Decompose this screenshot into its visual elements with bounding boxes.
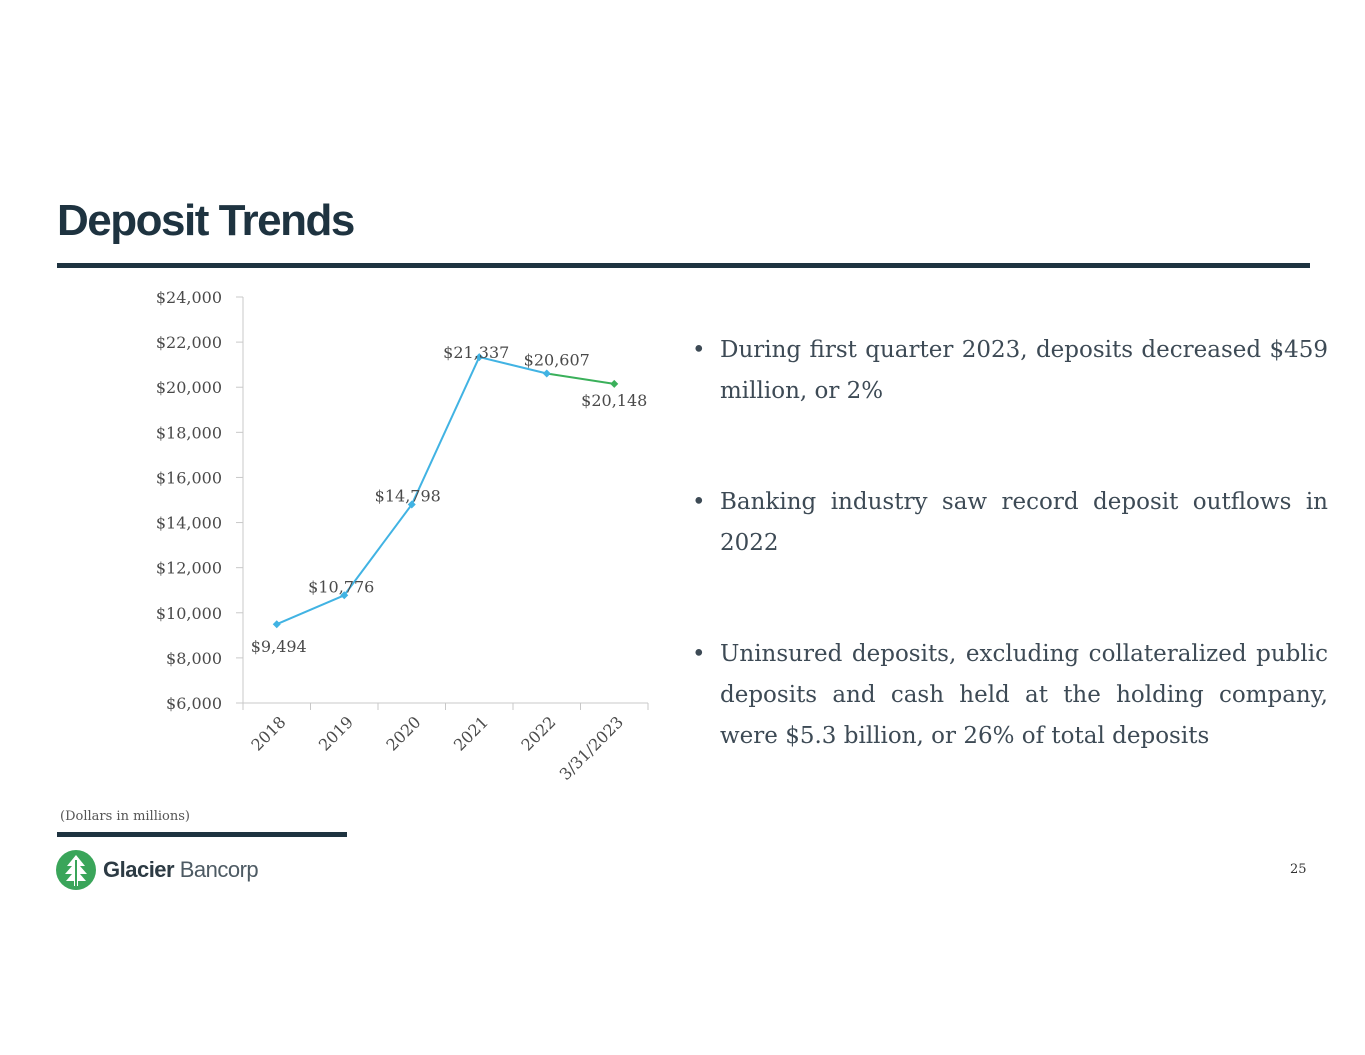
data-label: $20,148: [581, 391, 647, 410]
tree-logo-icon: [56, 850, 96, 890]
series-line-segment: [343, 503, 413, 596]
data-label: $10,776: [308, 577, 374, 596]
bullet-list: During first quarter 2023, deposits decr…: [692, 330, 1328, 757]
y-tick-label: $8,000: [166, 649, 222, 668]
x-tick-label: 2022: [517, 712, 559, 754]
logo-wordmark: Glacier Bancorp: [103, 857, 259, 883]
units-note: (Dollars in millions): [60, 809, 190, 824]
x-tick-label: 2018: [247, 712, 289, 754]
data-point-marker: [610, 379, 619, 388]
deposit-trend-chart: $6,000 $8,000 $10,000 $12,000 $14,000 $16,000…: [156, 288, 649, 784]
logo-brand-light: Bancorp: [174, 857, 259, 882]
data-point-marker: [272, 620, 281, 629]
footer-rule: [57, 832, 347, 837]
series-line-segment: [410, 356, 481, 505]
y-tick-label: $12,000: [156, 559, 222, 578]
bullet-item: Uninsured deposits, excluding collateral…: [692, 634, 1328, 757]
y-tick-label: $10,000: [156, 604, 222, 623]
x-tick-label: 3/31/2023: [556, 712, 627, 783]
y-tick-label: $18,000: [156, 423, 222, 442]
data-point-marker: [340, 591, 349, 600]
data-label: $21,337: [443, 343, 509, 362]
y-tick-label: $16,000: [156, 468, 222, 487]
bullet-item: Banking industry saw record deposit outf…: [692, 482, 1328, 564]
y-tick-label: $24,000: [156, 288, 222, 307]
x-tick-label: 2020: [382, 712, 424, 754]
data-point-marker: [407, 500, 416, 509]
x-tick-label: 2019: [315, 712, 357, 754]
y-tick-label: $6,000: [166, 694, 222, 713]
x-tick-label: 2021: [450, 712, 492, 754]
bullet-item: During first quarter 2023, deposits decr…: [692, 330, 1328, 412]
page-title: Deposit Trends: [57, 196, 355, 245]
data-label: $20,607: [524, 351, 590, 370]
title-underline: [57, 263, 1310, 268]
data-point-marker: [542, 369, 551, 378]
data-label: $14,798: [375, 487, 441, 506]
y-tick-label: $14,000: [156, 514, 222, 533]
logo-brand-bold: Glacier: [103, 857, 175, 882]
company-logo: Glacier Bancorp: [55, 849, 259, 891]
data-label: $9,494: [251, 637, 307, 656]
series-line-segment-highlight: [546, 372, 615, 385]
series-line-segment: [276, 594, 345, 626]
data-point-marker: [475, 353, 484, 362]
y-tick-label: $20,000: [156, 378, 222, 397]
page-number: 25: [1290, 862, 1307, 877]
series-line-segment: [479, 356, 547, 375]
y-tick-label: $22,000: [156, 333, 222, 352]
